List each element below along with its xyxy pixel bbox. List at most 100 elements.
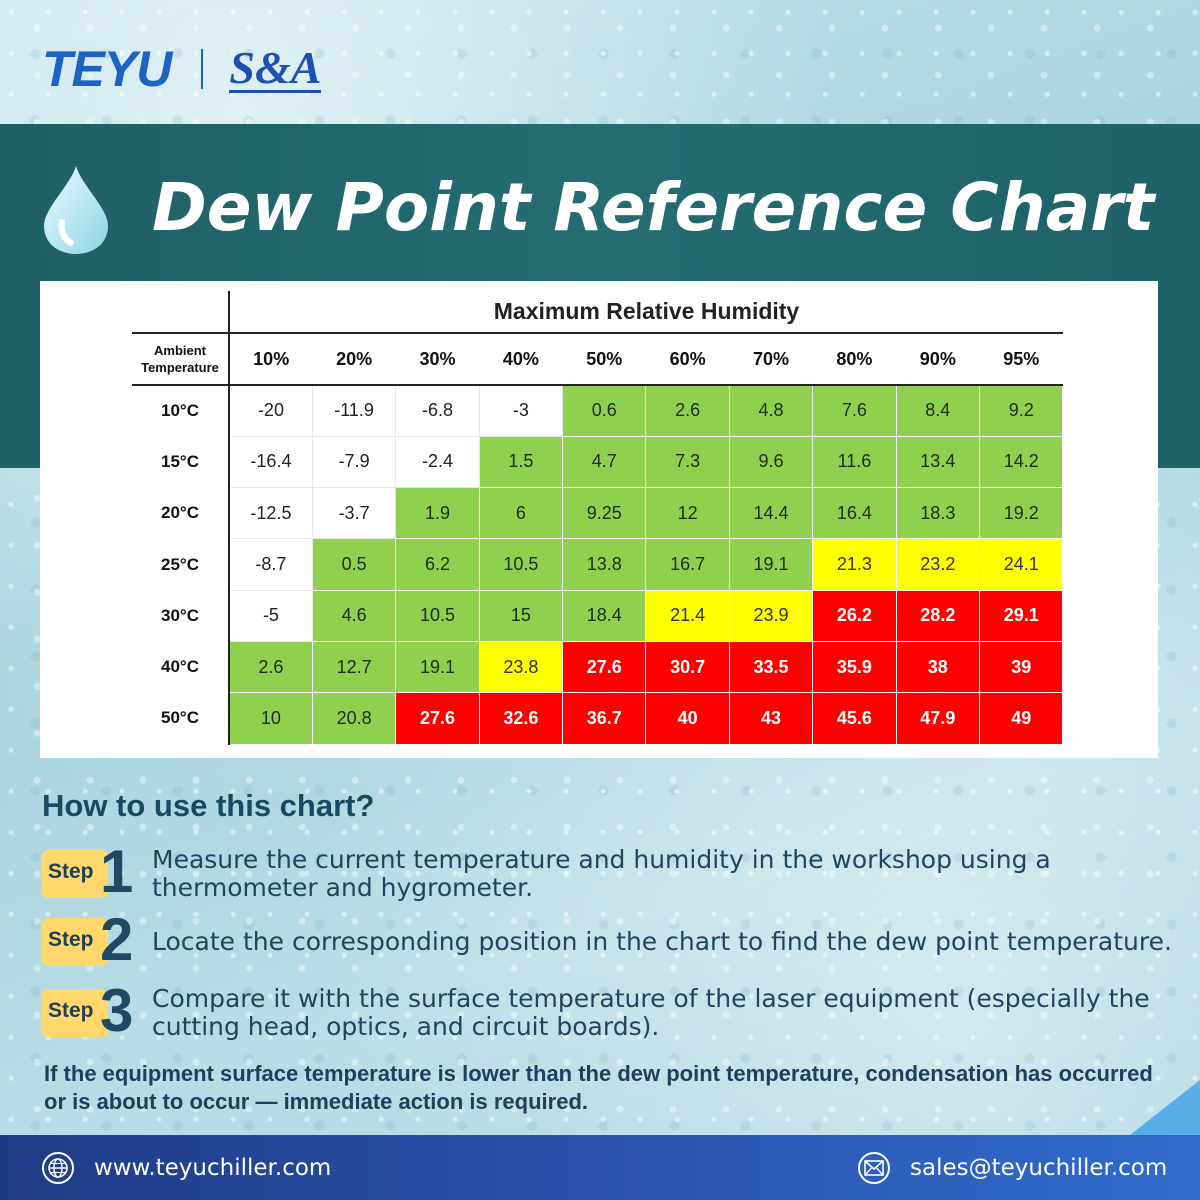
column-header-80pct: 80%: [812, 333, 897, 386]
step-badge-number: 3: [100, 977, 134, 1044]
chart-panel: Maximum Relative Humidity Ambient Temper…: [40, 281, 1158, 758]
table-cell: 36.7: [562, 692, 647, 745]
table-cell: 18.3: [895, 487, 981, 540]
step-text-3: Compare it with the surface temperature …: [152, 984, 1150, 1041]
table-row: 30°C -5 4.6 10.5 15 18.4 21.4 23.9 26.2 28.2 29.1: [132, 589, 1064, 642]
table-cell: 23.9: [728, 589, 814, 642]
table-cell: 16.4: [812, 487, 897, 540]
page-title: Dew Point Reference Chart: [152, 169, 1155, 246]
row-header: 25°C: [132, 538, 230, 591]
email-link[interactable]: sales@teyuchiller.com: [858, 1152, 1167, 1184]
table-cell: -6.8: [395, 384, 480, 437]
table-cell: 14.2: [979, 435, 1064, 489]
row-header: 30°C: [132, 590, 230, 642]
website-text: www.teyuchiller.com: [94, 1155, 332, 1181]
table-row: 10°C -20 -11.9 -6.8 -3 0.6 2.6 4.8 7.6 8.4 9.2: [132, 384, 1064, 437]
table-cell: 8.4: [895, 384, 981, 437]
warning-note: If the equipment surface temperature is …: [44, 1061, 1153, 1114]
logo-sa: S&A: [229, 41, 322, 93]
column-header-10pct: 10%: [229, 333, 313, 386]
table-cell: 33.5: [728, 640, 814, 694]
water-drop-icon: [44, 166, 108, 254]
table-cell: 14.4: [728, 487, 814, 540]
column-header-40pct: 40%: [479, 333, 563, 386]
step-2: Step 2 Locate the corresponding position…: [42, 908, 1172, 972]
dew-point-table: Maximum Relative Humidity Ambient Temper…: [132, 291, 1064, 745]
table-cell: 18.4: [562, 589, 647, 642]
table-cell: 4.7: [562, 435, 647, 489]
logo-teyu: TEYU: [42, 41, 172, 97]
table-cell: 10.5: [478, 538, 564, 591]
step-badge-2: Step 2: [42, 908, 138, 972]
table-cell: 4.8: [728, 384, 814, 437]
table-row: 20°C -12.5 -3.7 1.9 6 9.25 12 14.4 16.4 18.3 19.2: [132, 487, 1064, 540]
website-link[interactable]: www.teyuchiller.com: [42, 1152, 331, 1184]
table-cell: 4.6: [311, 589, 397, 642]
table-cell: 35.9: [812, 640, 897, 694]
table-row: 40°C 2.6 12.7 19.1 23.8 27.6 30.7 33.5 35.9 38 39: [132, 640, 1064, 694]
table-cell: 6.2: [395, 538, 480, 591]
table-corner-top: [132, 291, 230, 334]
column-header-30pct: 30%: [395, 333, 480, 386]
table-cell: 21.3: [812, 538, 897, 591]
table-cell: 9.2: [979, 384, 1064, 437]
table-cell: 6: [478, 487, 564, 540]
table-cell: 32.6: [478, 692, 564, 745]
table-cell: 19.1: [728, 538, 814, 591]
brand-logo: TEYU S&A: [42, 41, 322, 97]
table-cell: -20: [228, 384, 313, 437]
table-cell: 21.4: [645, 589, 730, 642]
step-badge-label: Step: [48, 860, 94, 883]
table-cell: -16.4: [228, 435, 313, 489]
step-badge-label: Step: [48, 999, 94, 1022]
table-cell: -2.4: [395, 435, 480, 489]
table-cell: 0.6: [562, 384, 647, 437]
table-cell: 10: [228, 692, 313, 745]
table-cell: 15: [478, 589, 564, 642]
table-cell: 47.9: [895, 692, 981, 745]
table-row: 50°C 10 20.8 27.6 32.6 36.7 40 43 45.6 47.9 49: [132, 692, 1064, 745]
table-cell: -3.7: [311, 487, 397, 540]
globe-icon: [42, 1152, 74, 1184]
table-cell: 43: [728, 692, 814, 745]
table-caption: Maximum Relative Humidity: [229, 291, 1063, 334]
column-header-70pct: 70%: [729, 333, 813, 386]
table-cell: 10.5: [395, 589, 480, 642]
row-header: 40°C: [132, 641, 230, 693]
table-cell: 7.3: [645, 435, 730, 489]
table-cell: 0.5: [311, 538, 397, 591]
table-cell: 24.1: [979, 538, 1064, 591]
howto-heading: How to use this chart?: [42, 788, 375, 823]
table-cell: 2.6: [228, 640, 313, 694]
table-cell: 39: [979, 640, 1064, 694]
step-1: Step 1 Measure the current temperature a…: [42, 840, 1172, 904]
step-badge-number: 1: [100, 838, 134, 905]
table-cell: 29.1: [979, 589, 1064, 642]
table-cell: 19.1: [395, 640, 480, 694]
table-cell: 12: [645, 487, 730, 540]
table-cell: 28.2: [895, 589, 981, 642]
table-cell: 23.8: [478, 640, 564, 694]
footer-bar: [0, 1135, 1200, 1200]
envelope-icon: [858, 1152, 890, 1184]
column-header-95pct: 95%: [979, 333, 1063, 386]
table-cell: 13.8: [562, 538, 647, 591]
row-header: 10°C: [132, 385, 230, 437]
table-cell: 30.7: [645, 640, 730, 694]
logo-divider: [201, 49, 204, 89]
table-cell: 7.6: [812, 384, 897, 437]
step-badge-number: 2: [100, 906, 134, 973]
table-cell: 45.6: [812, 692, 897, 745]
table-cell: 13.4: [895, 435, 981, 489]
table-cell: -12.5: [228, 487, 313, 540]
table-cell: 9.6: [728, 435, 814, 489]
step-badge-3: Step 3: [42, 979, 138, 1043]
column-header-50pct: 50%: [562, 333, 646, 386]
table-cell: 12.7: [311, 640, 397, 694]
table-cell: 2.6: [645, 384, 730, 437]
table-cell: 23.2: [895, 538, 981, 591]
column-header-60pct: 60%: [645, 333, 730, 386]
table-cell: 27.6: [562, 640, 647, 694]
row-header: 50°C: [132, 692, 230, 745]
step-badge-label: Step: [48, 928, 94, 951]
